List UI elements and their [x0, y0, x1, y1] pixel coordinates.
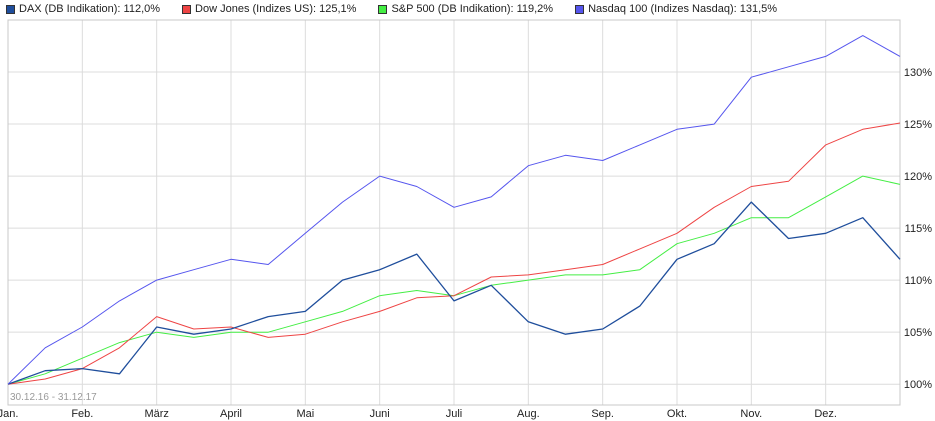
y-tick-label: 120% — [904, 171, 932, 183]
legend-item-dax[interactable]: DAX (DB Indikation): 112,0% — [6, 3, 160, 15]
series-line-dow — [7, 122, 901, 385]
x-tick-label: Aug. — [517, 408, 540, 420]
x-tick-label: April — [220, 408, 242, 420]
legend: DAX (DB Indikation): 112,0% Dow Jones (I… — [6, 3, 777, 15]
x-tick-label: Dez. — [814, 408, 837, 420]
y-tick-label: 125% — [904, 119, 932, 131]
legend-label-dax: DAX (DB Indikation): 112,0% — [19, 3, 161, 15]
x-tick-label: Juni — [370, 408, 390, 420]
date-range-label: 30.12.16 - 31.12.17 — [10, 392, 97, 403]
legend-item-dow-jones[interactable]: Dow Jones (Indizes US): 125,1% — [182, 3, 356, 15]
series-line-nasdaq — [7, 35, 901, 385]
y-tick-label: 110% — [905, 275, 933, 287]
x-tick-label: Nov. — [740, 408, 762, 420]
y-tick-label: 115% — [905, 223, 933, 235]
legend-label-nasdaq: Nasdaq 100 (Indizes Nasdaq): 131,5% — [588, 3, 778, 15]
y-tick-label: 100% — [904, 379, 932, 391]
plot-frame — [7, 19, 901, 406]
legend-swatch-dow-jones — [182, 4, 192, 14]
y-tick-label: 105% — [904, 327, 932, 339]
legend-item-nasdaq[interactable]: Nasdaq 100 (Indizes Nasdaq): 131,5% — [575, 3, 777, 15]
y-tick-label: 130% — [904, 67, 932, 79]
legend-label-sp500: S&P 500 (DB Indikation): 119,2% — [391, 3, 554, 15]
legend-swatch-dax — [6, 4, 15, 14]
legend-label-dow-jones: Dow Jones (Indizes US): 125,1% — [195, 3, 357, 15]
x-tick-label: Jan. — [0, 408, 18, 420]
legend-swatch-sp500 — [378, 4, 388, 14]
x-tick-label: Okt. — [667, 408, 687, 420]
x-tick-label: Mai — [296, 408, 314, 420]
x-tick-label: März — [144, 408, 168, 420]
x-tick-label: Sep. — [591, 408, 614, 420]
legend-swatch-nasdaq — [575, 4, 585, 14]
x-tick-label: Juli — [446, 408, 463, 420]
x-tick-label: Feb. — [71, 408, 93, 420]
legend-item-sp500[interactable]: S&P 500 (DB Indikation): 119,2% — [378, 3, 553, 15]
series-line-dax — [7, 201, 901, 385]
